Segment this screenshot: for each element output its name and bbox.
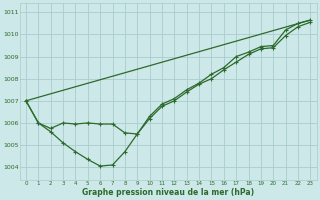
X-axis label: Graphe pression niveau de la mer (hPa): Graphe pression niveau de la mer (hPa) bbox=[82, 188, 254, 197]
